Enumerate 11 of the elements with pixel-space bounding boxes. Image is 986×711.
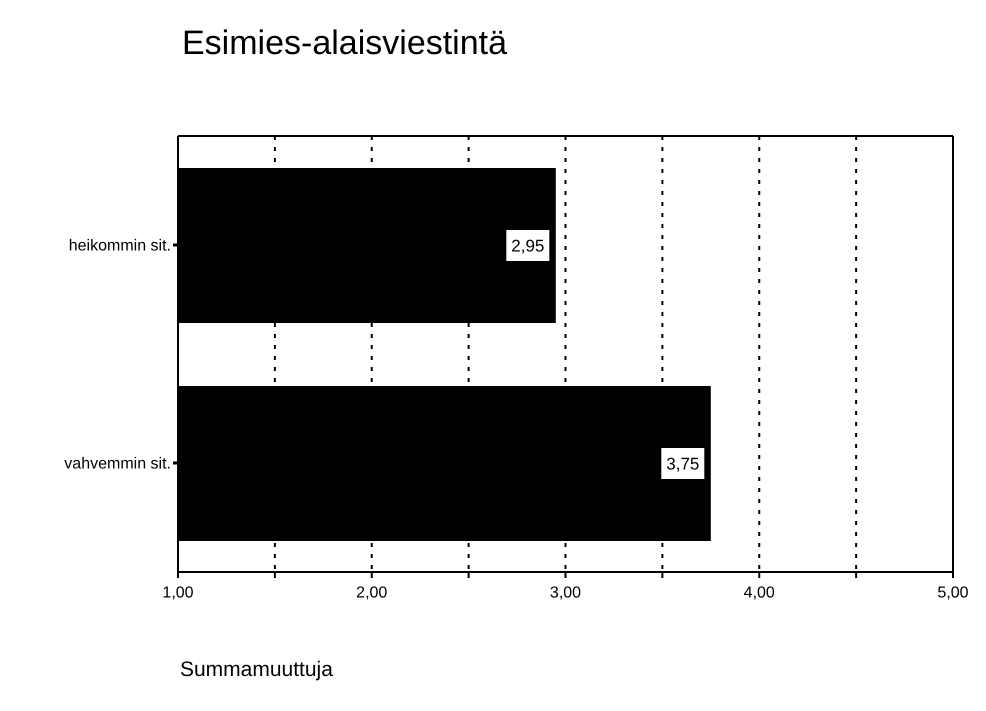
data-label: 3,75 — [666, 454, 700, 474]
x-tick-label: 3,00 — [550, 584, 582, 602]
x-tick-label: 5,00 — [937, 584, 969, 602]
x-tick-label: 2,00 — [356, 584, 388, 602]
y-tick-label: vahvemmin sit. — [64, 456, 171, 473]
x-tick-label: 4,00 — [744, 584, 775, 602]
x-tick-label: 1,00 — [162, 584, 194, 602]
chart-title: Esimies-alaisviestintä — [182, 24, 507, 63]
y-tick-label: heikommin sit. — [68, 238, 171, 255]
x-axis-title: Summamuuttuja — [180, 658, 333, 682]
data-label: 2,95 — [511, 236, 544, 256]
